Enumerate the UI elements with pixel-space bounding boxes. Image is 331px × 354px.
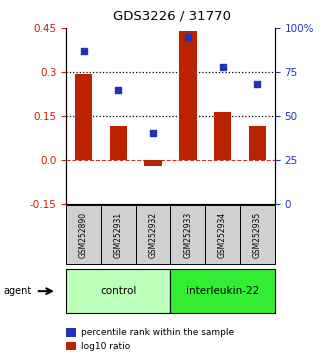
Text: GSM252890: GSM252890 bbox=[79, 211, 88, 258]
Text: percentile rank within the sample: percentile rank within the sample bbox=[81, 328, 234, 337]
Point bbox=[81, 48, 86, 54]
Point bbox=[255, 81, 260, 87]
Point bbox=[116, 87, 121, 92]
Text: GSM252933: GSM252933 bbox=[183, 211, 192, 258]
Point bbox=[220, 64, 225, 70]
Text: GSM252931: GSM252931 bbox=[114, 211, 123, 258]
Text: agent: agent bbox=[3, 286, 31, 296]
Bar bbox=[214, 112, 231, 160]
Text: GSM252934: GSM252934 bbox=[218, 211, 227, 258]
Bar bbox=[249, 126, 266, 160]
Text: GSM252932: GSM252932 bbox=[149, 211, 158, 258]
Bar bbox=[179, 31, 197, 160]
Point bbox=[150, 131, 156, 136]
Text: log10 ratio: log10 ratio bbox=[81, 342, 130, 351]
Text: GDS3226 / 31770: GDS3226 / 31770 bbox=[113, 10, 231, 22]
Bar bbox=[110, 126, 127, 160]
Text: control: control bbox=[100, 286, 136, 296]
Bar bbox=[75, 74, 92, 160]
Text: GSM252935: GSM252935 bbox=[253, 211, 262, 258]
Point bbox=[185, 34, 191, 40]
Text: interleukin-22: interleukin-22 bbox=[186, 286, 259, 296]
Bar bbox=[144, 160, 162, 166]
